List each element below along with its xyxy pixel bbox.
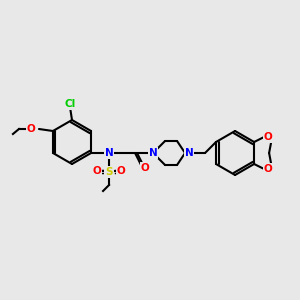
Text: O: O xyxy=(117,166,125,176)
Text: O: O xyxy=(27,124,35,134)
Text: Cl: Cl xyxy=(64,99,76,109)
Text: N: N xyxy=(185,148,194,158)
Text: O: O xyxy=(141,163,149,173)
Text: N: N xyxy=(105,148,113,158)
Text: O: O xyxy=(264,164,272,174)
Text: O: O xyxy=(264,132,272,142)
Text: S: S xyxy=(105,167,113,177)
Text: N: N xyxy=(149,148,158,158)
Text: O: O xyxy=(93,166,101,176)
